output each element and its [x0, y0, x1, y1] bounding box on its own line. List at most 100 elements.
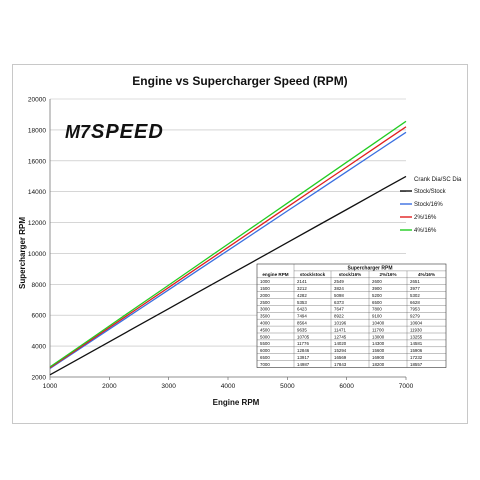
table-cell: 16900 — [372, 355, 385, 360]
table-header-cell: stock/16% — [339, 272, 361, 277]
legend-label: 4%/16% — [414, 228, 437, 234]
x-tick-label: 7000 — [399, 383, 414, 390]
table-cell: 6000 — [260, 348, 270, 353]
table-cell: 11776 — [297, 341, 309, 346]
table-cell: 10705 — [297, 334, 310, 339]
table-cell: 14987 — [297, 362, 310, 367]
data-table: Supercharger RPM engine RPM stock/stock sto… — [256, 263, 447, 368]
table-title: Supercharger RPM — [347, 265, 392, 271]
table-cell: 9635 — [297, 327, 307, 332]
table-cell: 12846 — [297, 348, 310, 353]
table-cell: 3900 — [372, 286, 382, 291]
table-cell: 11700 — [372, 327, 384, 332]
logo-m7-text: M7 — [65, 122, 91, 142]
series-line-2 — [49, 131, 407, 370]
table-cell: 13000 — [372, 334, 385, 339]
x-axis-label: Engine RPM — [213, 398, 260, 407]
table-cell: 13255 — [410, 334, 423, 339]
y-tick-label: 10000 — [28, 251, 46, 258]
table-cell: 1000 — [260, 279, 270, 284]
chart-title: Engine vs Supercharger Speed (RPM) — [132, 74, 347, 88]
table-cell: 9279 — [410, 314, 420, 319]
table-cell: 4000 — [260, 321, 270, 326]
table-header-cell: engine RPM — [262, 272, 288, 277]
chart-svg: Engine vs Supercharger Speed (RPM) 2000 4… — [18, 74, 462, 407]
y-tick-label: 4000 — [32, 344, 47, 351]
series-line-3 — [49, 126, 407, 369]
y-tick-label: 16000 — [28, 158, 46, 165]
table-cell: 2500 — [260, 300, 270, 305]
legend-label: Stock/Stock — [414, 189, 447, 195]
table-cell: 4500 — [260, 327, 270, 332]
table-cell: 3977 — [410, 286, 420, 291]
x-tick-label: 2000 — [102, 383, 117, 390]
table-cell: 6373 — [334, 300, 344, 305]
y-tick-label: 14000 — [28, 189, 46, 196]
table-cell: 11471 — [334, 327, 346, 332]
table-cell: 8922 — [334, 314, 344, 319]
y-tick-label: 6000 — [32, 313, 47, 320]
legend-title: Crank Dia/SC Dia — [414, 177, 462, 183]
series-line-4 — [49, 120, 407, 368]
x-tick-label: 4000 — [221, 383, 236, 390]
table-cell: 2651 — [410, 279, 420, 284]
logo-speed-text: SPEED — [91, 121, 164, 143]
legend: Crank Dia/SC Dia Stock/Stock Stock/16% 2%/… — [400, 177, 462, 234]
table-cell: 17232 — [410, 355, 423, 360]
table-cell: 14020 — [334, 341, 347, 346]
table-cell: 10604 — [410, 321, 423, 326]
y-axis-label: Supercharger RPM — [18, 217, 27, 289]
table-cell: 18557 — [410, 362, 423, 367]
x-tick-label: 3000 — [161, 383, 176, 390]
table-cell: 6500 — [372, 300, 382, 305]
x-tick-label: 5000 — [280, 383, 295, 390]
table-cell: 6500 — [260, 355, 270, 360]
table-cell: 11930 — [410, 327, 422, 332]
table-cell: 6423 — [297, 307, 307, 312]
table-cell: 5098 — [334, 293, 344, 298]
table-header-cell: 4%/16% — [418, 272, 435, 277]
table-header-cell: 2%/16% — [379, 272, 396, 277]
table-cell: 7494 — [297, 314, 307, 319]
x-tick-label: 1000 — [43, 383, 58, 390]
table-cell: 10196 — [334, 321, 347, 326]
table-background — [256, 263, 447, 368]
legend-label: Stock/16% — [414, 202, 443, 208]
table-cell: 7953 — [410, 307, 420, 312]
table-cell: 2600 — [372, 279, 382, 284]
table-cell: 1500 — [260, 286, 270, 291]
table-cell: 14300 — [372, 341, 385, 346]
y-tick-label: 12000 — [28, 220, 46, 227]
series-line-1 — [49, 175, 407, 376]
table-cell: 7647 — [334, 307, 344, 312]
table-cell: 15600 — [372, 348, 385, 353]
table-cell: 15906 — [410, 348, 423, 353]
table-cell: 3824 — [334, 286, 344, 291]
table-cell: 15294 — [334, 348, 347, 353]
table-cell: 5500 — [260, 341, 270, 346]
table-header-cell: stock/stock — [300, 272, 326, 277]
table-cell: 7000 — [260, 362, 270, 367]
table-cell: 4282 — [297, 293, 307, 298]
table-cell: 5302 — [410, 293, 420, 298]
table-cell: 17843 — [334, 362, 347, 367]
m7-speed-logo: M7 SPEED — [65, 121, 164, 143]
table-cell: 3000 — [260, 307, 270, 312]
table-cell: 14581 — [410, 341, 423, 346]
table-cell: 9100 — [372, 314, 382, 319]
series-layer — [49, 120, 407, 376]
table-cell: 18200 — [372, 362, 385, 367]
table-cell: 2000 — [260, 293, 270, 298]
table-cell: 6628 — [410, 300, 420, 305]
table-cell: 5200 — [372, 293, 382, 298]
table-cell: 8564 — [297, 321, 307, 326]
axes-layer: 2000 4000 6000 8000 10000 12000 14000 16000 1800… — [28, 97, 414, 391]
table-cell: 13917 — [297, 355, 310, 360]
x-tick-label: 6000 — [339, 383, 354, 390]
y-tick-label: 18000 — [28, 127, 46, 134]
table-cell: 7800 — [372, 307, 382, 312]
y-tick-label: 8000 — [32, 282, 47, 289]
chart-frame: Engine vs Supercharger Speed (RPM) 2000 4… — [12, 64, 468, 424]
table-cell: 3500 — [260, 314, 270, 319]
table-cell: 5000 — [260, 334, 270, 339]
